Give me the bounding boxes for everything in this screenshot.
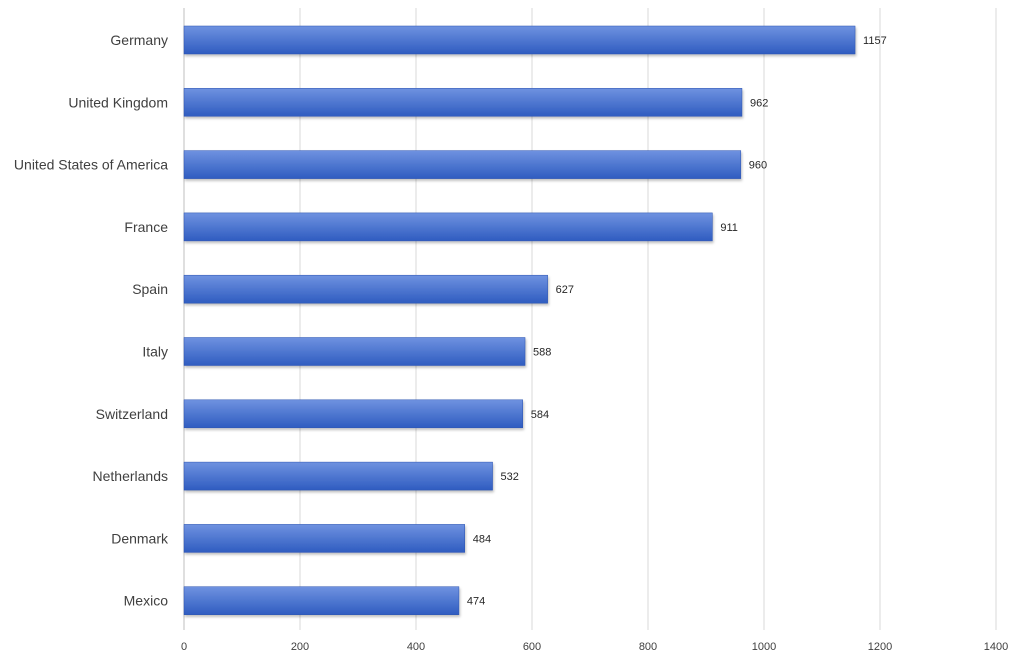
bar bbox=[183, 274, 548, 304]
category-label: France bbox=[124, 219, 168, 235]
bar bbox=[183, 337, 526, 366]
category-label: United States of America bbox=[14, 157, 168, 173]
bar bbox=[183, 25, 856, 55]
x-tick-label: 1400 bbox=[984, 641, 1008, 653]
data-label: 474 bbox=[467, 596, 485, 608]
bar bbox=[183, 461, 493, 491]
category-label: Switzerland bbox=[96, 406, 168, 422]
data-label: 588 bbox=[533, 347, 551, 359]
category-label: United Kingdom bbox=[68, 94, 168, 110]
x-tick-label: 1000 bbox=[752, 641, 776, 653]
data-label: 960 bbox=[749, 160, 767, 172]
x-tick-label: 0 bbox=[181, 641, 187, 653]
bar bbox=[183, 212, 713, 242]
data-label: 962 bbox=[750, 97, 768, 109]
data-label: 627 bbox=[556, 284, 574, 296]
category-label: Mexico bbox=[124, 593, 169, 609]
axes: 0 200 400 600 800 1000 1200 1400 bbox=[181, 641, 1008, 653]
bar bbox=[183, 88, 743, 117]
data-label: 532 bbox=[501, 471, 519, 483]
data-label: 484 bbox=[473, 533, 491, 545]
x-tick-label: 400 bbox=[407, 641, 425, 653]
category-label: Italy bbox=[142, 344, 168, 360]
bars bbox=[183, 25, 856, 615]
x-tick-label: 200 bbox=[291, 641, 309, 653]
category-label: Denmark bbox=[111, 530, 169, 546]
bar bbox=[183, 150, 742, 179]
labels: Germany 1157 United Kingdom 962 United State… bbox=[14, 32, 887, 609]
data-label: 911 bbox=[720, 222, 738, 234]
bar bbox=[183, 399, 523, 429]
category-label: Netherlands bbox=[93, 468, 169, 484]
bar bbox=[183, 586, 460, 615]
x-tick-label: 600 bbox=[523, 641, 541, 653]
bar bbox=[183, 524, 465, 553]
category-label: Spain bbox=[132, 281, 168, 297]
x-tick-label: 800 bbox=[639, 641, 657, 653]
category-label: Germany bbox=[110, 32, 168, 48]
data-label: 584 bbox=[531, 409, 549, 421]
x-tick-label: 1200 bbox=[868, 641, 892, 653]
data-label: 1157 bbox=[863, 35, 887, 47]
